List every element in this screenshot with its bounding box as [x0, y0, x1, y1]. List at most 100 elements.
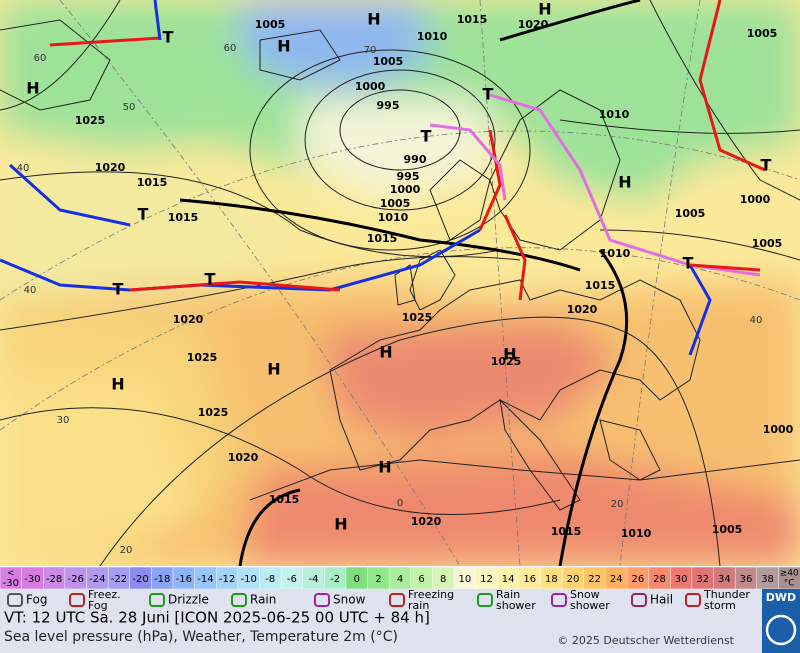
pressure-center: H	[267, 360, 280, 379]
legend-label: Freezing	[408, 588, 454, 601]
colorbar-label: 24	[610, 574, 623, 585]
pressure-label: 1015	[551, 525, 582, 538]
colorbar-label: 14	[502, 574, 515, 585]
colorbar-label: 34	[718, 574, 731, 585]
isobars	[0, 0, 800, 566]
pressure-label: 1020	[518, 18, 549, 31]
weather-legend: Fog Freez.Fog Drizzle Rain Snow FreezingrainR…	[7, 588, 750, 612]
isotherm-label: 20	[120, 545, 133, 556]
isotherm-label: 40	[750, 315, 763, 326]
colorbar-label: 32	[696, 574, 709, 585]
colorbar-label: -4	[309, 574, 319, 585]
legend-label: Snow	[570, 588, 600, 601]
pressure-center: T	[421, 127, 432, 146]
legend-icon	[7, 593, 23, 607]
pressure-label: 1000	[355, 80, 386, 93]
colorbar-label: 10	[458, 574, 471, 585]
legend-icon	[551, 593, 567, 607]
pressure-label: 1010	[621, 527, 652, 540]
legend-icon	[389, 593, 405, 607]
legend-label: Thunder	[703, 588, 750, 601]
pressure-label: 1005	[255, 18, 286, 31]
colorbar-label: 36	[740, 574, 753, 585]
pressure-label: 1015	[585, 279, 616, 292]
legend-icon	[477, 593, 493, 607]
pressure-label: 1015	[269, 493, 300, 506]
copyright: © 2025 Deutscher Wetterdienst	[557, 634, 734, 647]
colorbar-label: -24	[89, 574, 105, 585]
pressure-label: 1010	[600, 247, 631, 260]
colorbar: <-30 -30 -28 -26 -24 -22 -20 -18 -16 -14 -12 -10 -8-…	[0, 566, 800, 590]
pressure-label: 1020	[567, 303, 598, 316]
isotherm-label: 40	[17, 163, 30, 174]
colorbar-label: 22	[588, 574, 601, 585]
colorbar-below-symbol: <	[7, 569, 15, 579]
pressure-label: 1005	[747, 27, 778, 40]
pressure-label: 1025	[402, 311, 433, 324]
legend-icon	[231, 593, 247, 607]
legend-label: Freez.	[88, 588, 121, 601]
footer-background	[0, 589, 800, 653]
pressure-label: 1000	[740, 193, 771, 206]
pressure-center: T	[483, 85, 494, 104]
pressure-label: 1020	[173, 313, 204, 326]
colorbar-label: -2	[330, 574, 340, 585]
pressure-label: 1000	[763, 423, 794, 436]
graticule	[0, 0, 800, 566]
pressure-label: 1010	[378, 211, 409, 224]
legend-label: Rain	[496, 588, 520, 601]
legend-label: Hail	[650, 593, 673, 607]
pressure-label: 1010	[417, 30, 448, 43]
pressure-label: 1020	[228, 451, 259, 464]
thick-isobars	[179, 0, 641, 566]
colorbar-label: 26	[631, 574, 644, 585]
pressure-label: 1015	[137, 176, 168, 189]
description: Sea level pressure (hPa), Weather, Tempe…	[4, 629, 398, 645]
colorbar-label: -6	[287, 574, 297, 585]
map-labels: 1005 1015 10201010100510009959909951000100…	[17, 0, 794, 556]
colorbar-label: 16	[523, 574, 536, 585]
fronts	[0, 0, 766, 356]
isotherm-label: 40	[24, 285, 37, 296]
colorbar-label: -22	[111, 574, 127, 585]
colorbar-label: 38	[761, 574, 774, 585]
pressure-center: H	[277, 37, 290, 56]
legend-label: Rain	[250, 593, 276, 607]
colorbar-label: -26	[68, 574, 84, 585]
pressure-center: H	[618, 173, 631, 192]
pressure-label: 1015	[367, 232, 398, 245]
pressure-center: H	[334, 515, 347, 534]
pressure-label: 1025	[187, 351, 218, 364]
logo-swirl	[765, 614, 797, 646]
colorbar-label: -28	[46, 574, 62, 585]
legend-label-2: rain	[408, 599, 429, 612]
pressure-label: 1025	[491, 355, 522, 368]
colorbar-label: 28	[653, 574, 666, 585]
pressure-label: 995	[377, 99, 400, 112]
pressure-label: 1005	[675, 207, 706, 220]
pressure-center: T	[163, 28, 174, 47]
legend-icon	[69, 593, 85, 607]
pressure-center: H	[538, 0, 551, 19]
legend-label-2: shower	[496, 599, 536, 612]
pressure-center: T	[138, 205, 149, 224]
legend-label-2: Fog	[88, 599, 108, 612]
legend-label: Fog	[26, 593, 47, 607]
logo-box	[762, 589, 800, 653]
colorbar-label: 12	[480, 574, 493, 585]
colorbar-label: -14	[197, 574, 213, 585]
legend-label: Drizzle	[168, 593, 209, 607]
pressure-center: H	[26, 79, 39, 98]
pressure-center: T	[761, 156, 772, 175]
isotherm-label: 50	[123, 102, 136, 113]
colorbar-label: 0	[354, 574, 360, 585]
pressure-label: 1020	[95, 161, 126, 174]
legend-label-2: storm	[704, 599, 736, 612]
legend-icon	[149, 593, 165, 607]
valid-time: VT: 12 UTC Sa. 28 Juni [ICON 2025-06-25 …	[4, 609, 430, 627]
pressure-label: 1015	[457, 13, 488, 26]
legend-icon	[314, 593, 330, 607]
pressure-label: 1025	[198, 406, 229, 419]
pressure-label: 1005	[752, 237, 783, 250]
